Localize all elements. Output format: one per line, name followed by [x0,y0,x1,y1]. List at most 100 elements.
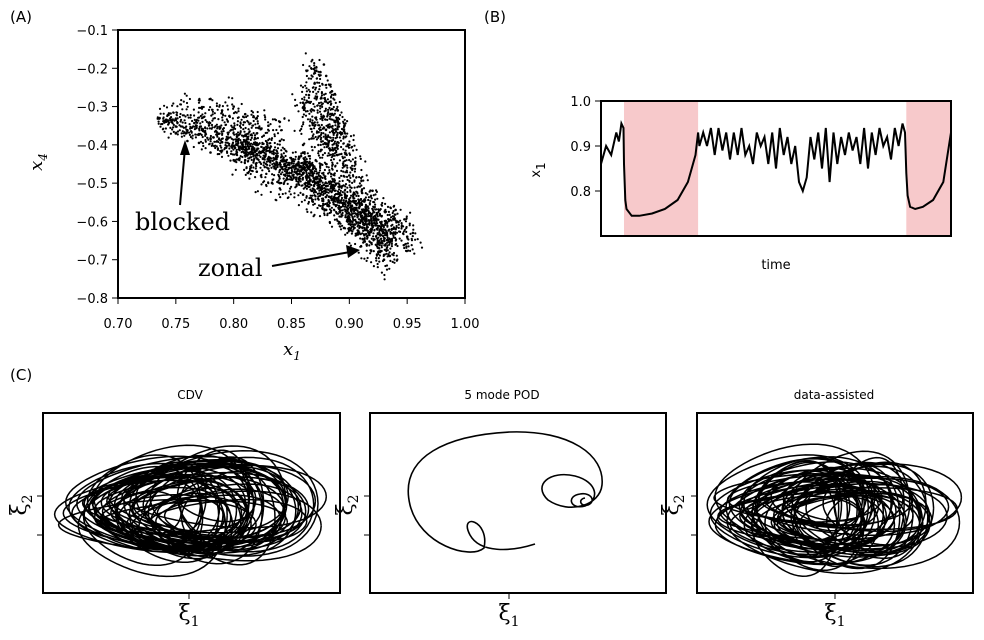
scatter-point [273,174,276,177]
scatter-point [299,101,302,104]
scatter-point [226,119,229,123]
scatter-point [333,98,336,101]
scatter-point [368,202,371,205]
scatter-point [420,246,424,249]
scatter-point [360,208,363,211]
scatter-point [303,160,306,163]
scatter-point [293,196,296,199]
scatter-point [256,190,259,193]
scatter-point [350,223,353,226]
scatter-point [190,131,193,134]
scatter-point [337,199,340,202]
scatter-point [248,143,252,146]
scatter-point [369,194,373,197]
scatter-point [185,132,188,135]
scatter-point [313,97,316,100]
scatter-point [347,212,350,215]
scatter-point [341,214,344,217]
scatter-point [324,107,327,110]
scatter-point [327,152,330,155]
scatter-point [355,204,358,207]
scatter-point [327,124,330,127]
scatter-point [317,186,320,189]
scatter-point [261,169,264,172]
scatter-point [297,194,300,197]
scatter-point [335,197,338,200]
scatter-point [316,121,319,124]
scatter-point [349,171,352,174]
scatter-point [319,70,322,74]
scatter-point [290,158,293,161]
scatter-point [319,156,322,159]
scatter-point [264,116,267,119]
scatter-point [393,258,396,261]
scatter-point [348,174,351,177]
scatter-point [368,190,371,193]
subplot-pod-trajectory [407,431,603,553]
scatter-point [295,183,298,186]
scatter-point [316,184,319,187]
scatter-point [306,110,309,113]
scatter-point [330,90,333,93]
scatter-point [406,237,409,240]
scatter-point [211,99,214,102]
scatter-point [267,121,270,124]
scatter-point [216,131,219,134]
scatter-point [404,242,408,245]
scatter-point [240,102,243,106]
scatter-point [299,84,303,87]
scatter-point [249,166,252,169]
scatter-point [363,229,366,232]
scatter-point [370,243,373,246]
scatter-point [179,112,182,116]
scatter-point [376,262,379,266]
scatter-point [305,178,308,182]
scatter-point [352,134,355,137]
scatter-point [244,126,247,130]
scatter-point [185,101,189,105]
scatter-point [206,127,209,130]
scatter-point [411,235,414,238]
scatter-point [219,142,222,145]
scatter-point [395,254,398,257]
scatter-point [360,168,363,172]
scatter-point [320,96,323,99]
scatter-point [360,189,363,192]
scatter-point [331,143,334,146]
scatter-point [304,156,307,159]
scatter-point [251,134,254,137]
scatter-point [338,225,341,228]
y-tick-label: 0.9 [570,140,591,155]
scatter-point [212,136,215,139]
scatter-point [298,155,301,158]
scatter-point [167,112,170,115]
scatter-point [403,228,406,231]
scatter-point [250,164,253,167]
scatter-point [381,201,384,205]
scatter-point [348,140,351,143]
scatter-point [221,133,224,136]
scatter-point [320,140,323,143]
scatter-point [258,125,261,128]
scatter-point [254,176,257,179]
scatter-point [284,167,287,170]
scatter-point [360,214,364,217]
scatter-point [361,217,364,220]
scatter-point [264,118,267,121]
scatter-point [380,215,383,218]
scatter-point [309,162,312,165]
scatter-point [347,146,351,149]
scatter-point [343,193,346,196]
scatter-point [330,159,333,162]
scatter-point [160,123,163,126]
scatter-point [386,244,389,247]
scatter-point [204,119,207,122]
scatter-point [400,239,403,242]
scatter-point [250,126,253,129]
scatter-point [237,107,240,110]
scatter-point [343,156,346,159]
scatter-point [252,166,255,169]
scatter-point [179,103,183,106]
scatter-point [346,216,349,219]
scatter-point [327,180,331,183]
